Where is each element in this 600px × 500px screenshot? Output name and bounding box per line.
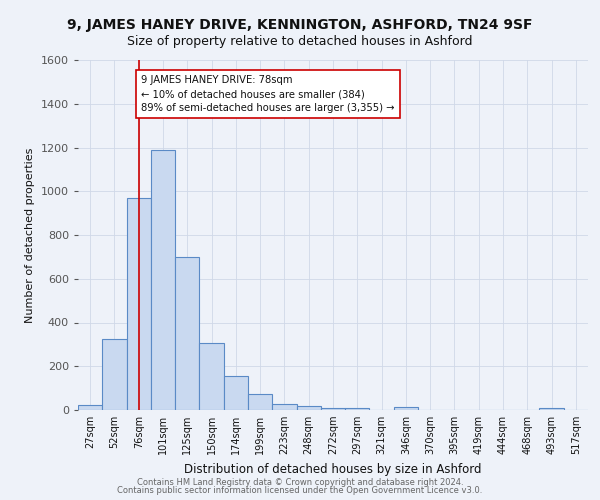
Bar: [127, 198, 151, 410]
Bar: [175, 257, 199, 410]
Text: 9, JAMES HANEY DRIVE, KENNINGTON, ASHFORD, TN24 9SF: 9, JAMES HANEY DRIVE, KENNINGTON, ASHFOR…: [67, 18, 533, 32]
Bar: [345, 408, 370, 410]
Bar: [296, 406, 321, 410]
Bar: [272, 404, 296, 410]
Bar: [151, 150, 175, 410]
Text: 9 JAMES HANEY DRIVE: 78sqm
← 10% of detached houses are smaller (384)
89% of sem: 9 JAMES HANEY DRIVE: 78sqm ← 10% of deta…: [141, 76, 395, 114]
Bar: [78, 404, 102, 410]
Bar: [321, 408, 345, 410]
Bar: [102, 339, 127, 410]
Bar: [394, 406, 418, 410]
Bar: [248, 394, 272, 410]
Text: Contains public sector information licensed under the Open Government Licence v3: Contains public sector information licen…: [118, 486, 482, 495]
Bar: [199, 344, 224, 410]
Text: Contains HM Land Registry data © Crown copyright and database right 2024.: Contains HM Land Registry data © Crown c…: [137, 478, 463, 487]
Bar: [224, 376, 248, 410]
Y-axis label: Number of detached properties: Number of detached properties: [25, 148, 35, 322]
X-axis label: Distribution of detached houses by size in Ashford: Distribution of detached houses by size …: [184, 462, 482, 475]
Bar: [539, 408, 564, 410]
Text: Size of property relative to detached houses in Ashford: Size of property relative to detached ho…: [127, 35, 473, 48]
